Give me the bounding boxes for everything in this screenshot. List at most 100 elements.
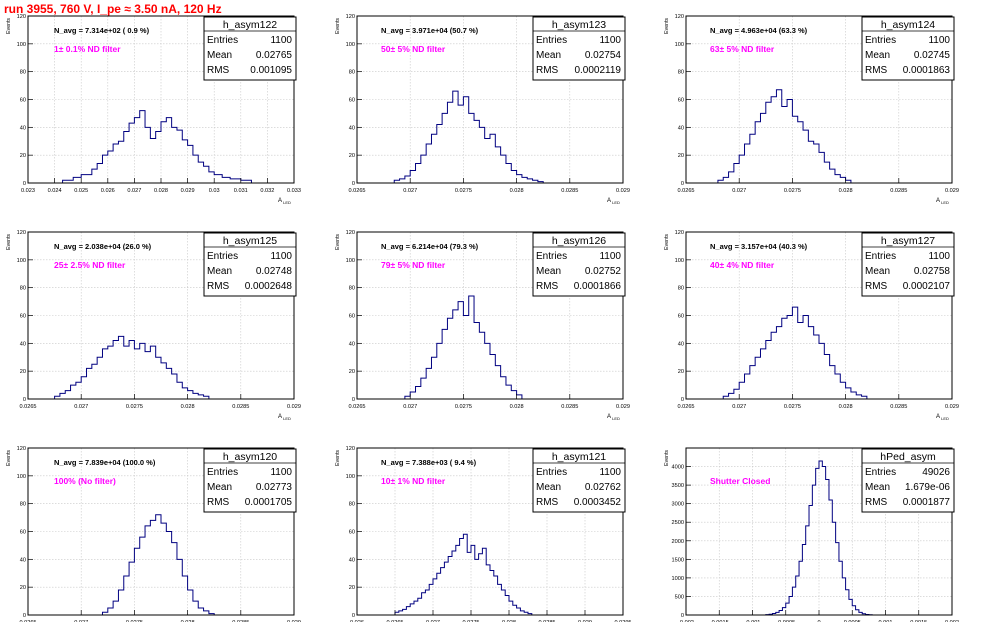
filter-annotation: 100% (No filter) [54, 476, 116, 486]
histogram-line [717, 89, 852, 183]
filter-annotation: 40± 4% ND filter [710, 260, 775, 270]
y-tick-label: 100 [346, 474, 355, 480]
y-tick-label: 40 [678, 341, 684, 347]
x-tick-label: 0.03 [209, 188, 220, 194]
x-tick-label: 0.027 [403, 404, 417, 410]
stats-label: Entries [865, 467, 896, 478]
filter-annotation: 10± 1% ND filter [381, 476, 446, 486]
histogram-line [62, 110, 252, 183]
stats-box [861, 232, 955, 297]
x-tick-label: 0.027 [403, 188, 417, 194]
stats-label: Mean [536, 266, 561, 277]
y-tick-label: 120 [346, 14, 355, 20]
x-tick-label: 0.032 [260, 188, 274, 194]
y-tick-label: 80 [20, 70, 26, 76]
y-tick-label: 120 [17, 14, 26, 20]
y-tick-label: 20 [349, 585, 355, 591]
stats-value: 0.02765 [256, 50, 293, 61]
x-tick-label: 0.026 [101, 188, 115, 194]
histogram-panel: 0.0265 0.027 0.0275 0.028 0.0285 0.029 0 20 40 60… [335, 14, 630, 205]
stats-value: 0.001095 [250, 65, 292, 76]
filter-annotation: 25± 2.5% ND filter [54, 260, 126, 270]
navg-text: N_avg = 2.038e+04 (26.0 %) [54, 242, 152, 251]
y-axis-label: Events [6, 18, 12, 34]
y-tick-label: 0 [23, 181, 26, 187]
page-title: run 3955, 760 V, I_pe ≈ 3.50 nA, 120 Hz [4, 2, 222, 16]
histogram-name: h_asym122 [223, 19, 277, 31]
y-tick-label: 0 [681, 613, 684, 619]
x-tick-label: 0.0265 [348, 404, 365, 410]
y-tick-label: 120 [17, 230, 26, 236]
y-tick-label: 60 [349, 530, 355, 536]
stats-value: 0.0002107 [903, 281, 951, 292]
x-tick-label: 0.027 [732, 404, 746, 410]
x-axis-label: A LED [936, 414, 949, 421]
stats-label: Mean [865, 482, 890, 493]
x-tick-label: 0.0285 [232, 404, 249, 410]
stats-label: Entries [536, 467, 567, 478]
histogram-panel: 0.026 0.0265 0.027 0.0275 0.028 0.0285 0.029 0.… [335, 446, 632, 622]
stats-value: 0.0001863 [903, 65, 951, 76]
stats-label: Entries [536, 251, 567, 262]
y-axis-label: Events [335, 234, 341, 250]
x-tick-label: 0.029 [945, 404, 959, 410]
stats-box [203, 232, 297, 297]
y-tick-label: 100 [17, 258, 26, 264]
x-tick-label: 0.002 [945, 620, 959, 622]
stats-value: 0.02773 [256, 482, 293, 493]
y-tick-label: 40 [678, 125, 684, 131]
x-tick-label: 0.0275 [784, 188, 801, 194]
x-tick-label: 0.0275 [126, 620, 143, 622]
y-tick-label: 100 [17, 474, 26, 480]
stats-box [203, 16, 297, 81]
x-tick-label: 0.027 [127, 188, 141, 194]
y-tick-label: 100 [675, 258, 684, 264]
stats-value: 0.02745 [914, 50, 951, 61]
stats-box [203, 448, 297, 513]
y-tick-label: 120 [675, 230, 684, 236]
x-tick-label: -0.002 [678, 620, 694, 622]
y-tick-label: 80 [678, 286, 684, 292]
stats-value: 1100 [270, 35, 292, 46]
histogram-name: h_asym121 [552, 451, 606, 463]
stats-box [532, 232, 626, 297]
stats-value: 49026 [922, 467, 950, 478]
histogram-line [101, 514, 215, 615]
stats-label: Mean [865, 50, 890, 61]
x-tick-label: 0.029 [578, 620, 592, 622]
x-tick-label: 0.031 [234, 188, 248, 194]
x-tick-label: 0.028 [154, 188, 168, 194]
x-tick-label: 0.029 [945, 188, 959, 194]
x-tick-label: 0.0285 [538, 620, 555, 622]
filter-annotation: 79± 5% ND filter [381, 260, 446, 270]
x-tick-label: 0.026 [350, 620, 364, 622]
stats-value: 1100 [928, 251, 950, 262]
stats-value: 1100 [599, 251, 621, 262]
y-tick-label: 500 [675, 594, 684, 600]
stats-box [861, 448, 955, 513]
x-tick-label: 0.028 [839, 188, 853, 194]
y-tick-label: 100 [346, 42, 355, 48]
stats-label: Mean [207, 266, 232, 277]
y-tick-label: 1000 [672, 576, 684, 582]
y-tick-label: 80 [349, 502, 355, 508]
histogram-panel: 0.0265 0.027 0.0275 0.028 0.0285 0.029 0 20 40 60… [6, 446, 301, 622]
stats-label: RMS [865, 281, 888, 292]
x-tick-label: -0.001 [745, 620, 761, 622]
y-tick-label: 80 [678, 70, 684, 76]
stats-label: RMS [207, 65, 230, 76]
y-axis-label: Events [6, 450, 12, 466]
y-tick-label: 100 [346, 258, 355, 264]
x-tick-label: 0.0285 [561, 188, 578, 194]
y-tick-label: 120 [346, 446, 355, 452]
navg-text: N_avg = 4.963e+04 (63.3 %) [710, 26, 808, 35]
navg-text: N_avg = 7.388e+03 ( 9.4 %) [381, 458, 477, 467]
y-tick-label: 60 [678, 98, 684, 104]
x-tick-label: 0.025 [74, 188, 88, 194]
y-tick-label: 1500 [672, 557, 684, 563]
stats-value: 1100 [599, 35, 621, 46]
y-tick-label: 40 [20, 557, 26, 563]
stats-value: 0.0003452 [574, 497, 622, 508]
y-tick-label: 2500 [672, 520, 684, 526]
